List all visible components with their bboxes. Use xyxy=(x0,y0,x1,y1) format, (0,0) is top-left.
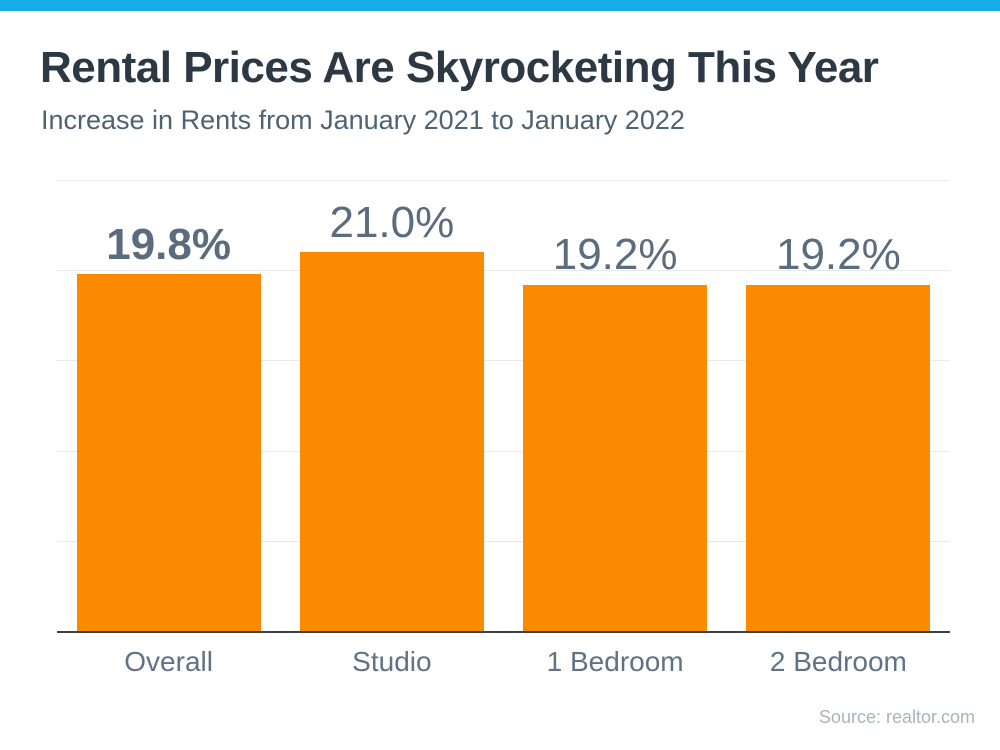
gridline-15 xyxy=(57,360,950,362)
bar-column-2-bedroom: 19.2% 2 Bedroom xyxy=(727,180,950,677)
page-subtitle: Increase in Rents from January 2021 to J… xyxy=(41,105,685,135)
source-note: Source: realtor.com xyxy=(818,707,975,727)
gridline-10 xyxy=(57,450,950,452)
bar-column-1-bedroom: 19.2% 1 Bedroom xyxy=(504,180,727,677)
bar-chart-plot-area: 19.8% Overall 21.0% Studio 19.2% 1 Bedroom 19.… xyxy=(57,180,950,677)
bar-overall xyxy=(76,273,261,631)
value-label-2-bedroom: 19.2% xyxy=(775,230,901,280)
category-label-1-bedroom: 1 Bedroom xyxy=(546,646,684,677)
category-label-2-bedroom: 2 Bedroom xyxy=(769,646,907,677)
value-label-overall: 19.8% xyxy=(106,219,231,269)
category-label-studio: Studio xyxy=(352,646,432,677)
bar-column-overall: 19.8% Overall xyxy=(57,180,280,677)
category-label-overall: Overall xyxy=(124,646,213,677)
bar-studio xyxy=(299,252,484,631)
page-title: Rental Prices Are Skyrocketing This Year xyxy=(40,43,879,92)
value-label-1-bedroom: 19.2% xyxy=(552,230,678,280)
gridline-25 xyxy=(57,180,950,181)
bar-2-bedroom xyxy=(746,284,931,631)
bar-column-studio: 21.0% Studio xyxy=(280,180,503,677)
gridline-5 xyxy=(57,540,950,542)
top-accent-bar xyxy=(0,0,1000,11)
value-label-studio: 21.0% xyxy=(329,197,455,247)
bar-columns: 19.8% Overall 21.0% Studio 19.2% 1 Bedroom 19.… xyxy=(57,180,950,677)
bar-1-bedroom xyxy=(523,284,708,631)
gridline-20 xyxy=(57,270,950,272)
